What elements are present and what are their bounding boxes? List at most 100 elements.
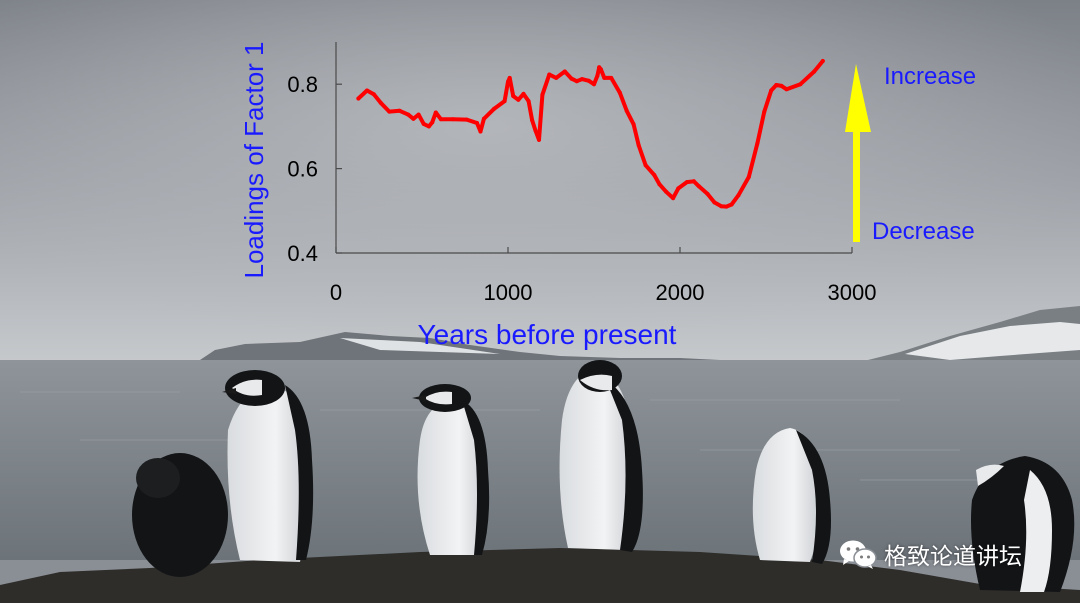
series-point (516, 97, 521, 102)
series-point (492, 106, 497, 111)
distant-hills-left (200, 332, 720, 360)
increase-label: Increase (884, 63, 976, 90)
trend-arrow (845, 64, 871, 242)
y-axis-title: Loadings of Factor 1 (239, 41, 269, 278)
line-chart: 0 1000 2000 3000 0.4 0.6 0.8 Years before pre… (239, 41, 976, 350)
series-point (502, 99, 507, 104)
series-point (671, 196, 676, 201)
penguin-3 (412, 384, 490, 555)
arrow-head-icon (845, 64, 871, 132)
series-point (433, 110, 438, 115)
cloud-glow (0, 0, 1080, 360)
series-point (691, 179, 696, 184)
series-point (554, 75, 559, 80)
series-point (356, 96, 361, 101)
watermark-text: 格致论道讲坛 (884, 544, 1022, 570)
series-point (595, 73, 600, 78)
series-point (736, 193, 741, 198)
series-point (387, 109, 392, 114)
snow-patch-left (340, 338, 500, 354)
series-point (598, 67, 603, 72)
series-point (569, 76, 574, 81)
series-point (533, 128, 538, 133)
x-tick-label: 0 (330, 280, 342, 305)
series-point (365, 88, 369, 93)
y-ticks: 0.4 0.6 0.8 (287, 72, 342, 266)
penguin-2 (222, 370, 314, 562)
series-point (426, 124, 431, 129)
series-point (664, 189, 669, 194)
series-point (784, 87, 789, 92)
series-point (592, 82, 596, 87)
penguin-5 (752, 428, 831, 564)
series-point (397, 108, 402, 113)
series-point (506, 79, 510, 84)
series-point (574, 79, 579, 84)
series-point (724, 204, 729, 209)
series-point (430, 120, 435, 125)
series-point (762, 109, 767, 114)
series-point (507, 75, 512, 80)
x-ticks: 0 1000 2000 3000 (330, 247, 877, 305)
series-point (705, 191, 710, 196)
series-point (464, 117, 469, 122)
series-point (438, 117, 443, 122)
series-point (643, 163, 648, 168)
wechat-icon (840, 540, 877, 569)
x-axis-title: Years before present (418, 319, 677, 350)
series-point (416, 112, 421, 117)
series-point (676, 186, 681, 191)
series-point (481, 116, 486, 121)
series-point (652, 172, 657, 177)
series-point (719, 204, 724, 209)
series-point (521, 91, 526, 96)
series-point (812, 69, 817, 74)
series-point (475, 121, 479, 125)
series-point (586, 78, 591, 83)
series-point (371, 92, 376, 97)
series-point (779, 83, 784, 88)
series-point (712, 200, 717, 205)
series-point (526, 99, 531, 104)
series-point (378, 100, 383, 105)
watermark: 格致论道讲坛 (838, 536, 1022, 572)
snow-patch-right (905, 322, 1080, 360)
series-point (820, 59, 825, 63)
series-point (617, 90, 622, 95)
series-point (798, 82, 803, 87)
series-point (636, 143, 641, 148)
y-tick-label: 0.4 (287, 241, 318, 266)
x-tick-label: 2000 (656, 280, 705, 305)
series-point (562, 69, 567, 74)
series-point (696, 184, 701, 189)
series-point (478, 129, 483, 134)
series-point (774, 83, 779, 87)
x-tick-label: 1000 (484, 280, 533, 305)
series-point (746, 175, 751, 179)
series-point (602, 75, 607, 80)
series-point (755, 141, 760, 146)
y-tick-label: 0.8 (287, 72, 318, 97)
series-point (657, 182, 662, 187)
series-point (729, 202, 734, 207)
series-point (451, 117, 455, 122)
series-point (684, 180, 689, 185)
series-point (631, 122, 636, 127)
series-points (356, 59, 825, 209)
arrow-shaft (853, 128, 860, 242)
series-point (609, 75, 614, 80)
series-point (411, 116, 416, 121)
series-point (511, 94, 516, 98)
series-point (421, 121, 426, 126)
decrease-label: Decrease (872, 218, 975, 245)
series-point (537, 137, 541, 142)
series-point (540, 92, 545, 97)
y-tick-label: 0.6 (287, 157, 318, 182)
penguin-4 (559, 360, 643, 552)
x-tick-label: 3000 (828, 280, 877, 305)
penguin-bowing (132, 453, 228, 577)
series-point (624, 108, 629, 113)
series-point (547, 72, 552, 77)
